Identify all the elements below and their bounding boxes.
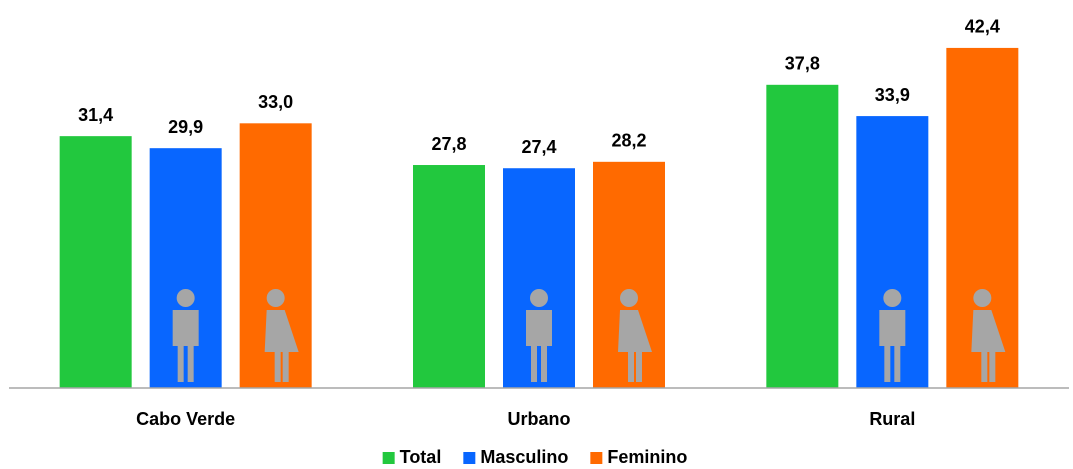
icon-head — [176, 289, 195, 307]
x-tick-label: Cabo Verde — [136, 409, 235, 429]
bar — [59, 136, 132, 388]
bar — [503, 168, 575, 388]
bar — [856, 116, 929, 388]
legend-swatch — [590, 452, 603, 464]
value-label: 29,9 — [168, 117, 203, 137]
icon-head — [530, 289, 548, 307]
female-icon — [618, 289, 652, 382]
value-label: 27,4 — [521, 137, 556, 157]
legend-label: Total — [400, 447, 442, 467]
value-label: 28,2 — [611, 131, 646, 151]
icon-body — [264, 310, 299, 382]
icon-head — [973, 289, 992, 307]
value-label: 27,8 — [431, 134, 466, 154]
icon-body — [879, 310, 906, 382]
icon-body — [971, 310, 1006, 382]
icon-body — [618, 310, 652, 382]
icon-head — [266, 289, 285, 307]
icon-body — [172, 310, 199, 382]
legend-label: Feminino — [607, 447, 687, 467]
male-icon — [879, 289, 906, 382]
x-tick-label: Urbano — [508, 409, 571, 429]
icon-head — [883, 289, 902, 307]
bar — [149, 148, 222, 388]
value-label: 37,8 — [785, 54, 820, 74]
bar — [413, 165, 485, 388]
legend: Total Masculino Feminino — [382, 447, 687, 467]
legend-swatch — [463, 452, 476, 464]
x-tick-label: Rural — [869, 409, 915, 429]
legend-swatch — [382, 452, 395, 464]
icon-head — [620, 289, 638, 307]
female-icon — [264, 289, 299, 382]
value-label: 31,4 — [78, 105, 113, 125]
value-label: 33,0 — [258, 92, 293, 112]
bar — [766, 84, 839, 388]
icon-body — [526, 310, 552, 382]
male-icon — [526, 289, 552, 382]
value-label: 33,9 — [875, 85, 910, 105]
female-icon — [971, 289, 1006, 382]
male-icon — [172, 289, 199, 382]
legend-label: Masculino — [480, 447, 568, 467]
value-label: 42,4 — [965, 17, 1000, 37]
